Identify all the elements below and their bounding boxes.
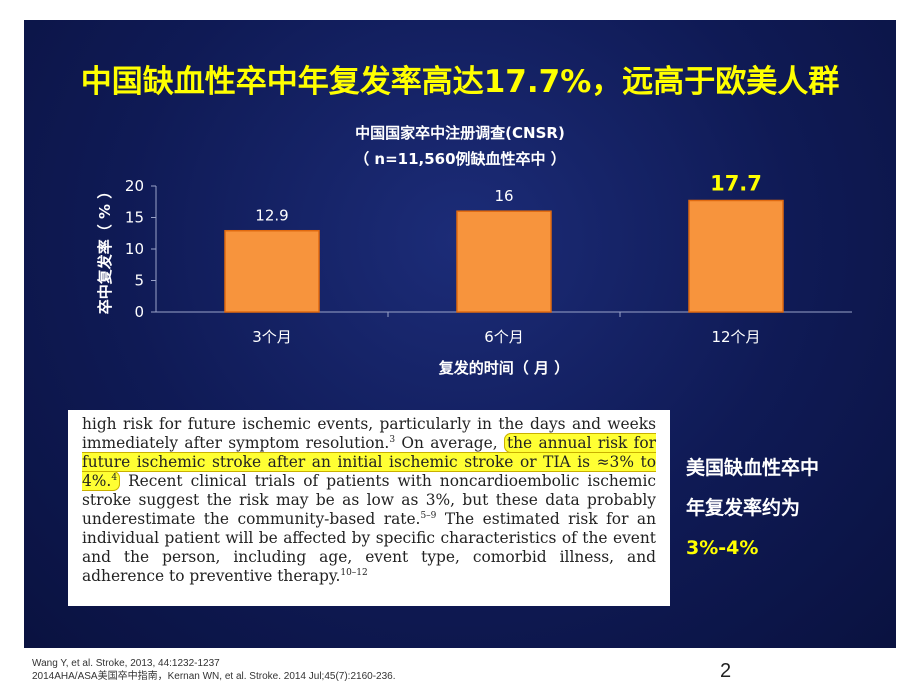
chart-subtitle: （ n=11,560例缺血性卒中 ） [354, 150, 566, 168]
bar-value-label-0: 12.9 [255, 207, 288, 225]
quote-text-pre: high risk for future ischemic events, pa… [82, 415, 656, 452]
quote-ref-2: 4 [111, 472, 118, 483]
quote-text-post-1: Recent clinical trials of patients with … [82, 472, 656, 528]
x-axis-title: 复发的时间（ 月 ） [438, 359, 569, 377]
bar-2 [688, 199, 784, 313]
x-tick-label-0: 3个月 [252, 328, 292, 346]
bar-value-label-1: 16 [494, 187, 513, 205]
reference-1: Wang Y, et al. Stroke, 2013, 44:1232-123… [32, 658, 220, 669]
quote-text-mid: On average, [395, 434, 504, 452]
y-tick-label-1: 5 [134, 272, 144, 290]
bar-0 [224, 229, 320, 313]
x-tick-label-2: 12个月 [711, 328, 760, 346]
bar-value-label-2: 17.7 [710, 171, 762, 195]
us-recurrence-note: 美国缺血性卒中 年复发率约为 3%-4% [686, 448, 886, 568]
y-tick-label-4: 20 [125, 177, 144, 195]
reference-2: 2014AHA/ASA美国卒中指南，Kernan WN, et al. Stro… [32, 671, 396, 682]
y-tick-label-3: 15 [125, 209, 144, 227]
references: Wang Y, et al. Stroke, 2013, 44:1232-123… [32, 657, 396, 683]
x-tick-label-1: 6个月 [484, 328, 524, 346]
y-tick-label-2: 10 [125, 240, 144, 258]
quote-ref-3: 5–9 [420, 510, 437, 521]
y-tick-label-0: 0 [134, 303, 144, 321]
us-note-line-2: 年复发率约为 [686, 497, 801, 519]
y-axis-title: 卒中复发率（ % ） [96, 184, 114, 314]
quote-ref-4: 10–12 [340, 567, 368, 578]
chart-title: 中国国家卒中注册调查(CNSR) [355, 124, 565, 142]
quote-text-post-2: The estimated risk for an individual pat… [82, 510, 656, 585]
page-number: 2 [720, 660, 732, 682]
us-note-line-1: 美国缺血性卒中 [686, 457, 820, 479]
quote-ref-1: 3 [389, 434, 396, 445]
bar-1 [456, 210, 552, 313]
quoted-guideline-text: high risk for future ischemic events, pa… [68, 410, 670, 606]
us-note-rate: 3%-4% [686, 537, 759, 559]
slide-headline: 中国缺血性卒中年复发率高达17.7%，远高于欧美人群 [80, 64, 840, 100]
slide-background: 中国缺血性卒中年复发率高达17.7%，远高于欧美人群 中国国家卒中注册调查(CN… [24, 20, 896, 648]
quote-highlight-text: the annual risk for future ischemic stro… [82, 434, 656, 490]
